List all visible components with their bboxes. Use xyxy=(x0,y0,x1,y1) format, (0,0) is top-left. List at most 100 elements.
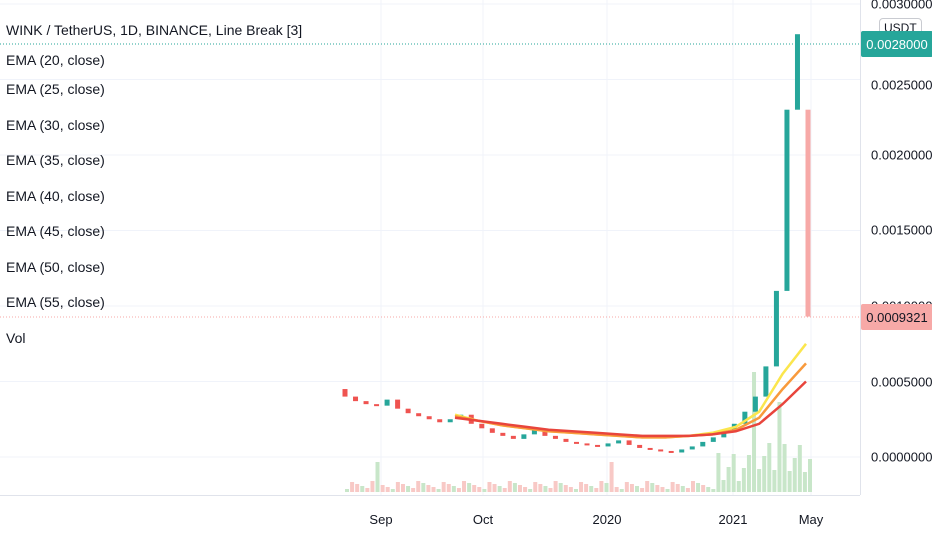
volume-bar xyxy=(512,483,517,492)
volume-bar xyxy=(690,481,695,492)
volume-bar xyxy=(594,488,599,492)
line-break-brick xyxy=(510,435,516,439)
volume-bar xyxy=(421,483,426,492)
last-price-badge: 0.0028000 xyxy=(861,31,932,57)
volume-bar xyxy=(426,485,431,492)
ema-line xyxy=(454,362,807,439)
time-label: 2021 xyxy=(718,512,748,527)
volume-bar xyxy=(624,482,629,492)
line-break-brick xyxy=(700,441,706,447)
volume-bar xyxy=(767,443,772,492)
volume-bar xyxy=(355,484,360,492)
price-tick: 0.0000000 xyxy=(871,449,932,465)
time-label: 2020 xyxy=(592,512,622,527)
line-break-brick xyxy=(395,399,401,409)
volume-bar xyxy=(390,489,395,492)
volume-bar xyxy=(808,459,812,492)
line-break-brick xyxy=(521,434,527,439)
indicator-volume[interactable]: Vol xyxy=(6,329,26,346)
line-break-brick xyxy=(742,411,748,424)
line-break-brick xyxy=(531,429,537,435)
line-break-brick xyxy=(721,431,727,438)
volume-bar xyxy=(345,489,349,492)
line-break-brick xyxy=(384,399,390,406)
volume-bar xyxy=(685,488,690,492)
indicator-ema-55[interactable]: EMA (55, close) xyxy=(6,294,105,310)
volume-bar xyxy=(609,462,614,492)
volume-bar xyxy=(614,487,619,492)
volume-bar xyxy=(777,402,782,492)
volume-bar xyxy=(543,486,548,492)
line-break-brick xyxy=(805,109,811,317)
volume-bar xyxy=(797,445,802,492)
line-break-brick xyxy=(626,440,632,445)
volume-bar xyxy=(406,486,411,492)
indicator-ema-25[interactable]: EMA (25, close) xyxy=(6,81,105,97)
indicator-ema-40[interactable]: EMA (40, close) xyxy=(6,187,105,204)
volume-bar xyxy=(467,483,472,492)
line-break-brick xyxy=(489,428,495,433)
volume-bar xyxy=(482,489,487,492)
volume-bar xyxy=(721,480,726,492)
volume-bar xyxy=(716,453,721,492)
volume-bar xyxy=(726,467,731,492)
symbol-title[interactable]: WINK / TetherUS, 1D, BINANCE, Line Break… xyxy=(6,22,303,38)
chart-area[interactable]: WINK / TetherUS, 1D, BINANCE, Line Break… xyxy=(0,0,860,495)
line-break-brick xyxy=(595,444,601,447)
volume-bar xyxy=(701,485,706,492)
volume-bar xyxy=(741,468,746,492)
volume-bar xyxy=(629,484,634,492)
time-axis[interactable]: Sep Oct 2020 2021 May xyxy=(0,495,860,550)
volume-bar xyxy=(436,489,441,492)
volume-bar xyxy=(558,483,563,492)
price-tick: 0.0015000 xyxy=(871,222,932,238)
price-tick: 0.0025000 xyxy=(871,77,932,93)
volume-bar xyxy=(665,489,670,492)
volume-bar xyxy=(487,482,492,492)
volume-bar xyxy=(731,454,736,492)
line-break-brick xyxy=(784,109,790,291)
volume-bar xyxy=(507,481,512,492)
line-break-brick xyxy=(637,444,643,448)
legend: WINK / TetherUS, 1D, BINANCE, Line Break… xyxy=(6,22,302,356)
indicator-ema-35[interactable]: EMA (35, close) xyxy=(6,152,105,168)
volume-bar xyxy=(711,489,716,492)
volume-bar xyxy=(670,482,675,492)
indicator-ema-20[interactable]: EMA (20, close) xyxy=(6,52,105,68)
volume-bar xyxy=(573,489,578,492)
volume-bar xyxy=(462,481,467,492)
indicator-ema-45[interactable]: EMA (45, close) xyxy=(6,223,105,239)
price-axis[interactable]: 0.0000000 0.0005000 0.0010000 0.0015000 … xyxy=(860,0,932,495)
volume-bar xyxy=(548,488,553,492)
line-break-brick xyxy=(353,396,359,402)
line-break-brick xyxy=(794,34,800,110)
volume-bar xyxy=(736,481,741,492)
volume-bar xyxy=(553,481,558,492)
volume-bar xyxy=(492,484,497,492)
volume-bar xyxy=(533,482,538,492)
line-break-brick xyxy=(773,290,779,367)
volume-bar xyxy=(696,483,701,492)
line-break-brick xyxy=(574,441,579,444)
volume-bar xyxy=(584,484,589,492)
volume-bar xyxy=(350,482,355,492)
line-break-brick xyxy=(763,366,769,397)
volume-bar xyxy=(655,485,660,492)
volume-bar xyxy=(589,486,594,492)
line-break-brick xyxy=(342,389,348,397)
indicator-ema-30[interactable]: EMA (30, close) xyxy=(6,116,105,133)
price-tick: 0.0005000 xyxy=(871,374,932,390)
volume-bar xyxy=(568,487,573,492)
volume-bar xyxy=(395,482,400,492)
indicator-ema-50[interactable]: EMA (50, close) xyxy=(6,258,105,275)
volume-bar xyxy=(380,485,385,492)
volume-bar xyxy=(416,481,421,492)
price-tick: 0.0030000 xyxy=(871,0,932,12)
volume-bar xyxy=(456,488,461,492)
volume-bar xyxy=(441,482,446,492)
volume-bar xyxy=(400,484,405,492)
line-break-brick xyxy=(542,429,548,436)
volume-bar xyxy=(650,483,655,492)
volume-bar xyxy=(802,472,807,492)
time-label: Oct xyxy=(472,512,494,527)
